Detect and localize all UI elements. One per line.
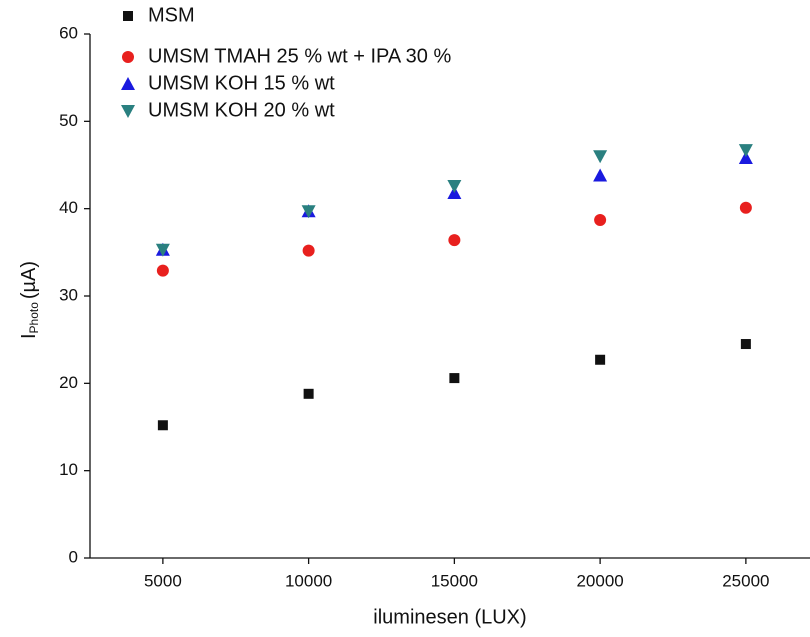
marker [304,389,314,399]
marker [740,202,752,214]
marker [158,420,168,430]
x-axis-label: iluminesen (LUX) [373,606,526,628]
y-tick-label: 0 [69,547,78,566]
marker [447,180,461,193]
marker [449,373,459,383]
marker [303,245,315,257]
legend-label: UMSM KOH 20 % wt [148,99,335,121]
marker [593,168,607,181]
marker [595,355,605,365]
legend-label: MSM [148,4,195,26]
marker [448,234,460,246]
chart: iluminesen (LUX) IPhoto(µA) 010203040506… [0,0,810,632]
marker [593,150,607,163]
legend-marker [123,11,133,21]
marker [739,144,753,157]
legend-label: UMSM KOH 15 % wt [148,72,335,94]
marker [741,339,751,349]
y-tick-label: 20 [59,373,78,392]
y-tick-label: 60 [59,23,78,42]
y-axis-label: IPhoto(µA) [18,261,41,339]
y-tick-label: 40 [59,198,78,217]
y-tick-label: 30 [59,285,78,304]
x-tick-label: 20000 [576,571,623,590]
x-tick-label: 25000 [722,571,769,590]
legend-marker [122,51,134,63]
x-tick-label: 15000 [431,571,478,590]
y-tick-label: 50 [59,111,78,130]
x-tick-label: 5000 [144,571,182,590]
legend-marker [121,105,135,118]
y-label-sub: Photo [27,302,41,334]
legend-marker [121,77,135,90]
marker [157,265,169,277]
legend-label: UMSM TMAH 25 % wt + IPA 30 % [148,45,451,67]
x-tick-label: 10000 [285,571,332,590]
y-label-unit: (µA) [18,261,40,299]
y-tick-label: 10 [59,460,78,479]
marker [594,214,606,226]
